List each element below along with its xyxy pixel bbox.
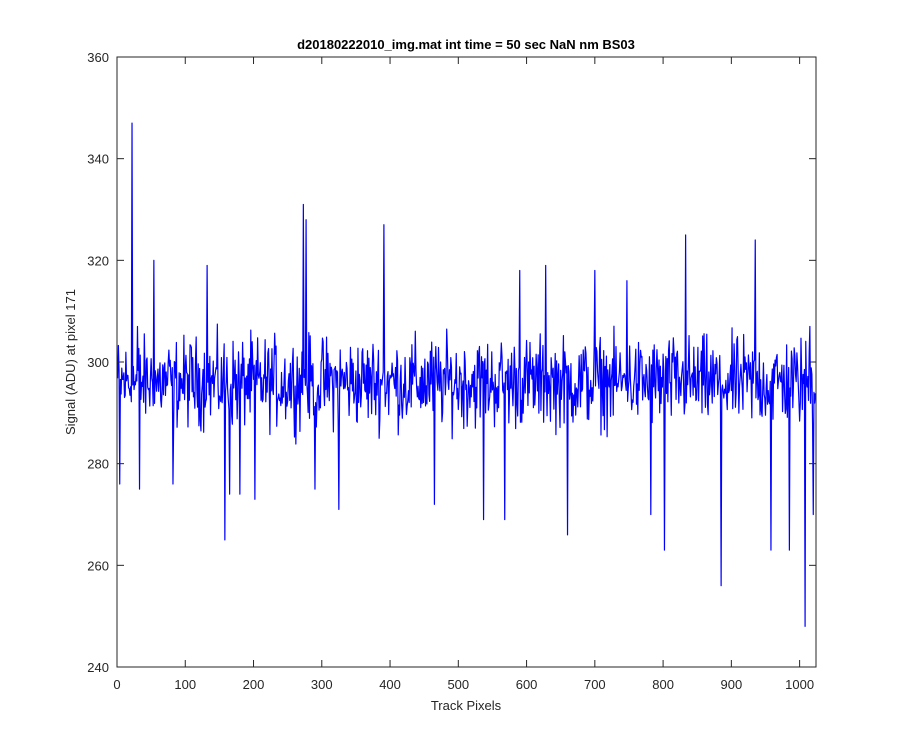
series-layer [117,122,816,627]
x-tick-label: 0 [113,677,120,692]
x-tick-label: 800 [652,677,674,692]
series-line [117,122,816,627]
x-tick-label: 100 [174,677,196,692]
y-tick-label: 240 [87,660,109,675]
y-tick-label: 260 [87,558,109,573]
y-tick-label: 280 [87,457,109,472]
y-tick-label: 320 [87,253,109,268]
x-tick-label: 200 [243,677,265,692]
chart-title: d20180222010_img.mat int time = 50 sec N… [297,37,635,52]
x-tick-label: 600 [516,677,538,692]
x-tick-label: 400 [379,677,401,692]
x-tick-label: 1000 [785,677,814,692]
x-tick-label: 700 [584,677,606,692]
y-axis-label: Signal (ADU) at pixel 171 [63,289,78,435]
y-tick-label: 300 [87,355,109,370]
x-tick-label: 500 [447,677,469,692]
x-tick-label: 300 [311,677,333,692]
y-tick-label: 360 [87,50,109,65]
x-axis-label: Track Pixels [431,698,502,713]
x-tick-label: 900 [721,677,743,692]
y-tick-label: 340 [87,152,109,167]
ticks-layer: 0 100 200 300 400 500 600 700 800 900 1000 240 260 28… [87,50,816,692]
